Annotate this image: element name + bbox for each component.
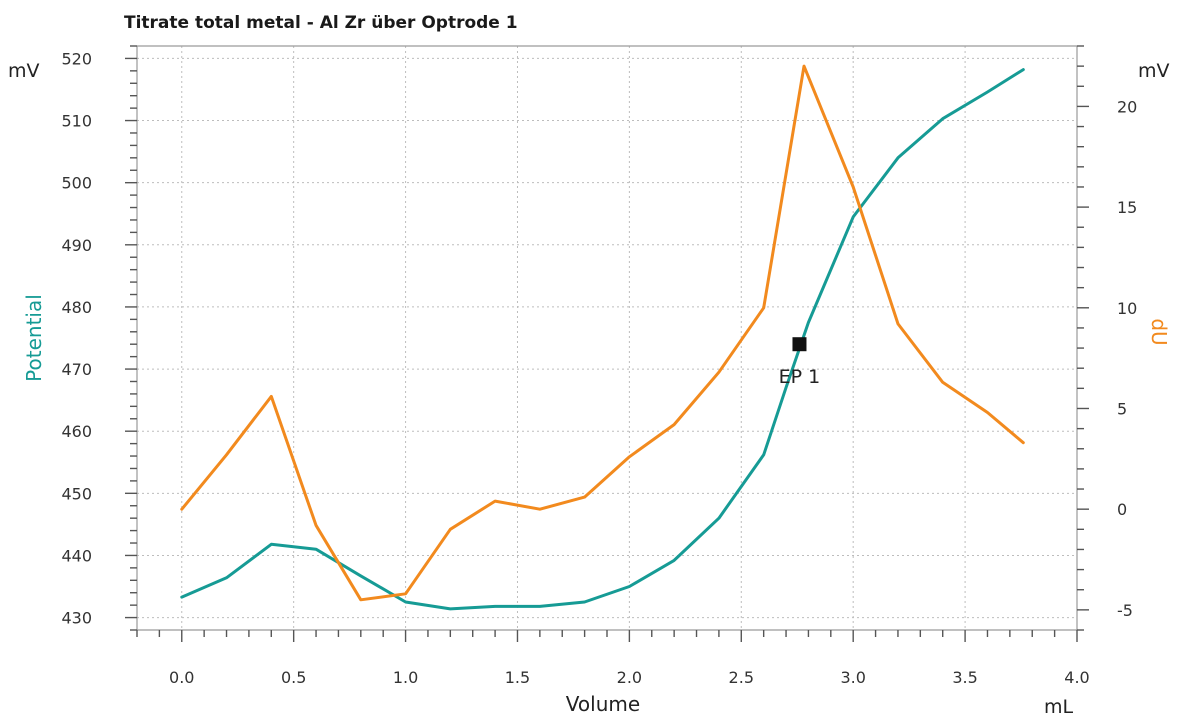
y-left-tick-label: 460: [61, 422, 92, 441]
y-right-tick-label: 0: [1117, 500, 1127, 519]
y-left-tick-label: 520: [61, 49, 92, 68]
y-left-tick-label: 510: [61, 112, 92, 131]
x-tick-label: 0.5: [281, 668, 306, 687]
endpoint-label: EP 1: [779, 366, 821, 388]
y-right-tick-label: 5: [1117, 399, 1127, 418]
y-right-axis-label: dU: [1147, 318, 1171, 345]
x-tick-label: 0.0: [169, 668, 194, 687]
y-right-tick-label: -5: [1117, 601, 1133, 620]
y-right-tick-label: 20: [1117, 97, 1137, 116]
endpoint-marker: [792, 337, 807, 352]
y-left-tick-label: 480: [61, 298, 92, 317]
y-left-tick-label: 500: [61, 174, 92, 193]
x-tick-label: 4.0: [1064, 668, 1089, 687]
x-tick-label: 1.5: [505, 668, 530, 687]
x-axis-label: Volume: [566, 692, 640, 716]
tick-marks: [125, 45, 1089, 642]
y-right-tick-label: 15: [1117, 198, 1137, 217]
chart-title: Titrate total metal - Al Zr über Optrode…: [124, 13, 518, 33]
data-series: EP 1: [180, 64, 1025, 611]
y-left-tick-label: 440: [61, 546, 92, 565]
du-series-line: [180, 64, 1025, 602]
axes: [136, 45, 1078, 631]
y-left-unit: mV: [8, 60, 40, 82]
tick-labels: 0.0 0.5 1.0 1.5 2.0 2.5 3.0 3.5 4.0 430 440 450 460 4…: [61, 49, 1137, 687]
y-left-axis-label: Potential: [22, 294, 46, 382]
y-right-tick-label: 10: [1117, 299, 1137, 318]
y-left-tick-label: 450: [61, 484, 92, 503]
grid: [137, 46, 1078, 630]
x-tick-label: 2.0: [617, 668, 642, 687]
y-right-unit: mV: [1138, 60, 1170, 82]
y-left-tick-label: 470: [61, 360, 92, 379]
y-left-tick-label: 490: [61, 236, 92, 255]
x-unit: mL: [1044, 696, 1074, 718]
x-tick-label: 3.5: [952, 668, 977, 687]
y-left-tick-label: 430: [61, 609, 92, 628]
x-tick-label: 2.5: [729, 668, 754, 687]
x-tick-label: 1.0: [393, 668, 418, 687]
potential-series-line: [180, 68, 1025, 611]
x-tick-label: 3.0: [840, 668, 865, 687]
